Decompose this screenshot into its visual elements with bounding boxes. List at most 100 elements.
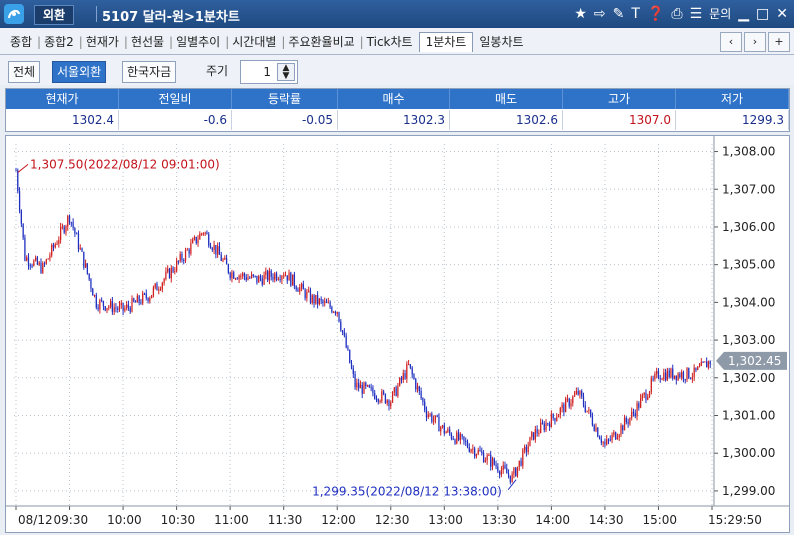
spinner-arrows-icon[interactable]: ▲ ▼ bbox=[277, 63, 295, 81]
tab-2[interactable]: 현재가 bbox=[80, 33, 128, 51]
candle-body bbox=[167, 268, 169, 272]
candle-body bbox=[581, 391, 583, 397]
tab-1[interactable]: 종합2 bbox=[38, 33, 82, 51]
tab-9[interactable]: 일봉차트 bbox=[479, 35, 524, 49]
candle-body bbox=[290, 272, 292, 286]
candle-body bbox=[509, 475, 511, 482]
candle-body bbox=[181, 254, 183, 261]
tab-prev-icon[interactable]: ‹ bbox=[720, 32, 742, 52]
candle-body bbox=[31, 265, 33, 267]
tab-6[interactable]: 주요환율비교 bbox=[282, 33, 364, 51]
print-icon[interactable]: ⎙ bbox=[671, 6, 683, 22]
text-icon[interactable]: T bbox=[631, 6, 640, 22]
list-icon[interactable]: ☰ bbox=[689, 6, 703, 22]
maximize-icon[interactable]: □ bbox=[756, 6, 770, 22]
candle-body bbox=[484, 460, 486, 463]
candle-body bbox=[306, 291, 308, 299]
candle-body bbox=[695, 367, 697, 370]
value-cell: 1302.6 bbox=[450, 110, 563, 130]
candle-body bbox=[270, 270, 272, 277]
tool-icon[interactable]: ✎ bbox=[612, 6, 625, 22]
candle-body bbox=[479, 450, 481, 452]
candle-body bbox=[586, 410, 588, 412]
close-icon[interactable]: ✕ bbox=[776, 6, 788, 22]
tab-3[interactable]: 현선물 bbox=[125, 33, 173, 51]
window-title: 5107 달러-원>1분차트 bbox=[102, 10, 240, 25]
candle-body bbox=[68, 216, 71, 223]
candle-body bbox=[404, 373, 406, 379]
info-icon[interactable]: ❓ bbox=[646, 6, 665, 22]
candle-body bbox=[700, 361, 702, 367]
candle-body bbox=[363, 382, 365, 394]
tab-8[interactable]: 1분차트 bbox=[418, 32, 474, 52]
period-value[interactable]: 1 bbox=[263, 65, 271, 79]
candle-body bbox=[675, 375, 677, 381]
candle-body bbox=[333, 311, 335, 313]
tab-next-icon[interactable]: › bbox=[744, 32, 766, 52]
candle-body bbox=[698, 366, 701, 368]
candle-body bbox=[206, 232, 208, 235]
candle-body bbox=[511, 474, 513, 482]
candle-body bbox=[26, 257, 28, 261]
candle-body bbox=[95, 294, 97, 308]
tab-5[interactable]: 시간대별 bbox=[226, 33, 285, 51]
candle-body bbox=[672, 368, 674, 379]
candle-body bbox=[329, 302, 331, 308]
candle-body bbox=[250, 274, 253, 278]
candle-body bbox=[240, 275, 242, 277]
candle-body bbox=[186, 249, 188, 251]
candle-body bbox=[490, 455, 492, 467]
candle-body bbox=[384, 393, 387, 404]
price-chart[interactable]: 1,308.00 1,307.00 1,306.00 1,305.00 1,304.00… bbox=[5, 135, 790, 533]
tab-add-icon[interactable]: + bbox=[768, 32, 790, 52]
tab-4[interactable]: 일별추이 bbox=[170, 33, 229, 51]
candle-body bbox=[352, 368, 354, 374]
candle-body bbox=[134, 301, 137, 303]
header-cell: 매도 bbox=[450, 89, 563, 109]
category-tag[interactable]: 외환 bbox=[34, 5, 75, 25]
candle-body bbox=[443, 425, 445, 434]
candle-body bbox=[547, 423, 549, 425]
tab-7[interactable]: Tick차트 bbox=[361, 33, 422, 51]
star-icon[interactable]: ★ bbox=[574, 6, 587, 22]
minimize-icon[interactable]: ▁ bbox=[738, 6, 750, 22]
candle-body bbox=[545, 423, 547, 430]
candle-body bbox=[254, 275, 256, 277]
candle-body bbox=[684, 379, 686, 381]
candle-body bbox=[350, 362, 353, 369]
filter-all-button[interactable]: 전체 bbox=[8, 61, 41, 83]
x-tick-label: 12:00 bbox=[321, 513, 356, 527]
candle-body bbox=[358, 382, 360, 389]
filter-seoul-button[interactable]: 서울외환 bbox=[52, 61, 107, 83]
candle-body bbox=[242, 273, 244, 276]
candle-body bbox=[368, 385, 370, 388]
period-spinner[interactable]: 1 ▲ ▼ bbox=[240, 60, 298, 84]
tab-0[interactable]: 종합 bbox=[4, 33, 41, 51]
candle-body bbox=[113, 307, 115, 312]
candle-body bbox=[573, 394, 576, 397]
candle-body bbox=[593, 425, 595, 431]
candle-body bbox=[61, 226, 64, 228]
candle-body bbox=[656, 371, 658, 374]
candle-body bbox=[584, 405, 586, 412]
candle-body bbox=[548, 424, 551, 428]
candle-body bbox=[629, 417, 631, 424]
candle-body bbox=[666, 370, 669, 381]
candle-body bbox=[324, 301, 326, 304]
candle-body bbox=[359, 384, 362, 389]
toolbar: 전체 서울외환 한국자금 주기 1 ▲ ▼ bbox=[0, 55, 794, 85]
filter-korea-money-button[interactable]: 한국자금 bbox=[122, 61, 177, 83]
candle-body bbox=[468, 447, 470, 452]
candle-body bbox=[513, 467, 515, 475]
candle-body bbox=[527, 446, 529, 453]
candle-body bbox=[536, 429, 538, 434]
inquiry-button[interactable]: 문의 bbox=[709, 7, 732, 21]
candle-body bbox=[606, 439, 608, 445]
candle-body bbox=[184, 250, 187, 261]
candle-body bbox=[236, 278, 238, 280]
candle-body bbox=[277, 279, 279, 281]
candle-body bbox=[293, 274, 296, 287]
candle-body bbox=[582, 396, 585, 406]
export-icon[interactable]: ⇨ bbox=[593, 6, 606, 22]
candle-body bbox=[309, 290, 312, 303]
